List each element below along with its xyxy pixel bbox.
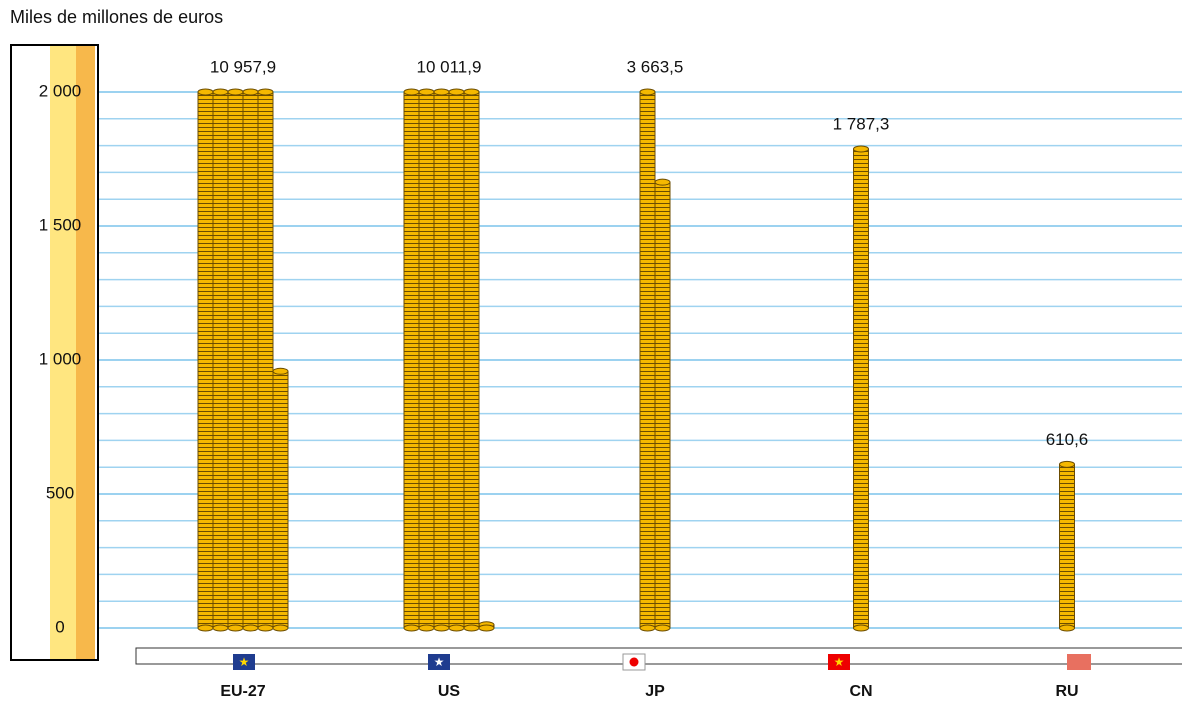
coin-stack [639,88,671,632]
coin-column [853,148,869,629]
y-tick-label: 500 [46,483,74,502]
coin-bottom [257,624,274,632]
coin-column [433,91,450,629]
flag-jp [622,653,646,671]
x-tick-label: CN [849,683,872,700]
x-axis-bar [135,647,1182,665]
coin-column [242,91,259,629]
coin-stack [1059,460,1075,632]
value-label: 1 787,3 [833,114,890,133]
coin-top [1059,460,1075,468]
coin-bottom [639,624,656,632]
coin-column [1059,463,1075,629]
coin-stack [853,145,869,632]
flag-ru [1067,654,1091,670]
coin-column [257,91,274,629]
x-tick-label: RU [1055,683,1078,700]
coin-bottom [227,624,244,632]
coin-top [418,88,435,96]
svg-text:★: ★ [434,655,445,669]
coin-bottom [272,624,289,632]
flag-eu: ★ [233,654,255,670]
x-tick-label: JP [645,683,665,700]
value-label: 10 011,9 [417,57,482,76]
coin-stack [197,88,289,632]
coin-top [403,88,420,96]
coin-stack [403,88,495,632]
coin-column [197,91,214,629]
value-label: 10 957,9 [210,57,276,76]
coin-column [272,370,289,629]
coin-column [448,91,465,629]
y-tick-label: 2 000 [39,81,82,100]
coin-bottom [1059,624,1075,632]
coin-column [654,181,671,629]
coin-column [227,91,244,629]
coin-top [227,88,244,96]
coin-top [272,367,289,375]
coin-column [463,91,480,629]
coin-column [418,91,435,629]
y-tick-label: 0 [55,617,64,636]
coin-bottom [212,624,229,632]
coin-bottom [242,624,259,632]
x-tick-label: US [438,683,461,700]
y-tick-label: 1 000 [39,349,82,368]
y-tick-label: 1 500 [39,215,82,234]
coin-bottom [478,624,495,632]
coin-column [212,91,229,629]
y-axis-title: Miles de millones de euros [10,7,223,27]
coin-bottom [654,624,671,632]
coin-top [463,88,480,96]
coin-top [212,88,229,96]
coin-bottom [433,624,450,632]
coin-top [242,88,259,96]
coin-top [257,88,274,96]
axis-frame [10,44,99,661]
coin-bottom [853,624,869,632]
coin-bottom [197,624,214,632]
coin-bottom [418,624,435,632]
coin-top [639,88,656,96]
axis-band-light [50,46,76,660]
svg-text:★: ★ [834,655,845,669]
coin-column [639,91,656,629]
coin-bottom [448,624,465,632]
coin-top [448,88,465,96]
svg-text:★: ★ [239,655,250,669]
flag-cn: ★ [828,654,850,670]
value-label: 3 663,5 [627,57,684,76]
coin-bottom [403,624,420,632]
coin-bottom [463,624,480,632]
coin-top [654,178,671,186]
coin-top [197,88,214,96]
flag-us: ★ [428,654,450,670]
value-label: 610,6 [1046,430,1089,449]
coin-top [853,145,869,153]
coin-column [403,91,420,629]
x-tick-label: EU-27 [220,683,265,700]
axis-band-dark [76,46,95,660]
coin-top [433,88,450,96]
